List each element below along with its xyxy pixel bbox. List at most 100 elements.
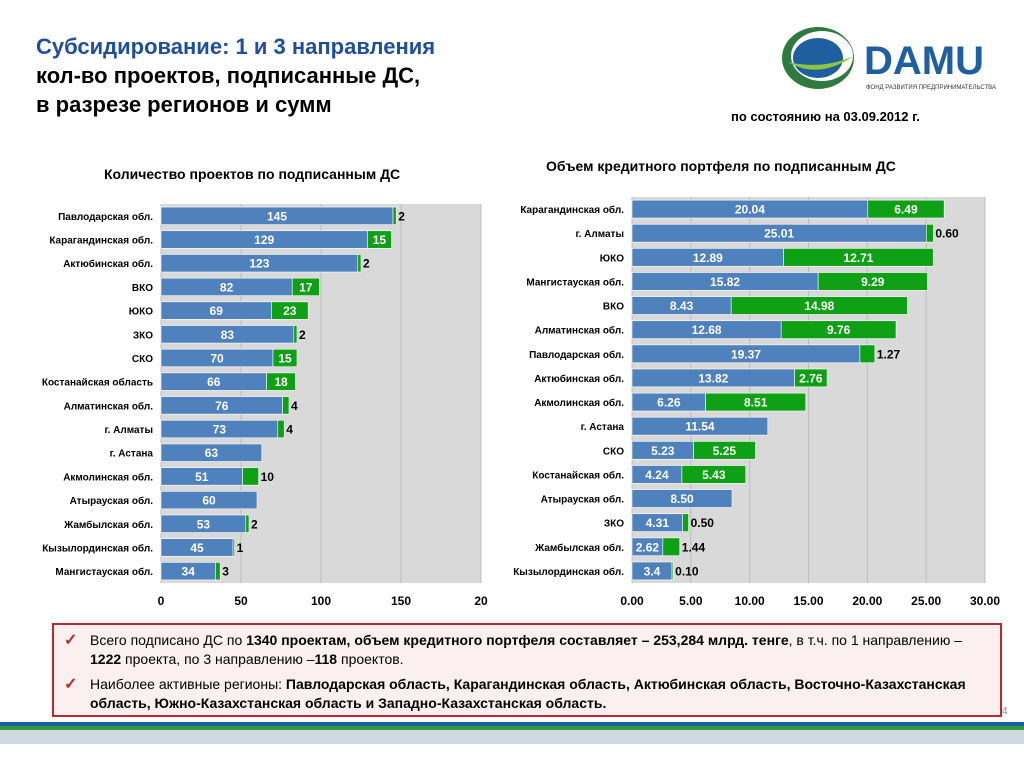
category-label: г. Алматы: [104, 425, 153, 436]
data-label-series-2: 5.43: [702, 468, 726, 482]
data-label-series-2: 18: [274, 375, 288, 389]
data-label-series-1: 12.89: [693, 251, 723, 265]
logo-subtitle: ФОНД РАЗВИТИЯ ПРЕДПРИНИМАТЕЛЬСТВА: [866, 85, 996, 91]
category-label: г. Алматы: [575, 229, 624, 240]
category-label: ЮКО: [129, 307, 153, 318]
category-label: ЮКО: [600, 253, 624, 264]
bar-series-2: [266, 372, 296, 391]
data-label-series-1: 82: [220, 280, 234, 294]
bar-series-2: [859, 344, 876, 364]
data-label-series-1: 129: [254, 233, 274, 247]
category-label: г. Астана: [110, 449, 154, 460]
bar-series-1: [631, 416, 769, 436]
data-label-series-2: 2.76: [799, 371, 823, 385]
title-line-3: в разрезе регионов и сумм: [36, 92, 332, 117]
data-label-series-1: 2.62: [636, 540, 660, 554]
bar-series-2: [682, 513, 689, 532]
x-tick-label: 100: [311, 594, 331, 608]
data-label-series-1: 20.04: [735, 203, 765, 217]
data-label-series-2: 2: [363, 257, 370, 271]
data-label-series-1: 11.54: [685, 420, 715, 434]
x-tick-label: 50: [234, 594, 248, 608]
data-label-series-1: 69: [210, 304, 224, 318]
data-label-series-1: 19.37: [731, 347, 761, 361]
summary-bullet-1: ✓ Всего подписано ДС по 1340 проектам, о…: [64, 632, 962, 667]
bar-series-2: [681, 465, 747, 484]
damu-logo: DAMU ФОНД РАЗВИТИЯ ПРЕДПРИНИМАТЕЛЬСТВА: [778, 20, 1008, 100]
category-label: Актюбинская обл.: [534, 373, 624, 385]
data-label-series-1: 6.26: [657, 396, 681, 410]
data-label-series-1: 123: [249, 257, 269, 271]
bar-series-2: [277, 419, 285, 439]
data-label-series-1: 70: [210, 351, 224, 365]
data-label-series-2: 15: [373, 233, 387, 247]
footer-bar: [0, 722, 1024, 744]
category-label: Кызылординская обл.: [513, 566, 624, 578]
data-label-series-1: 63: [205, 446, 219, 460]
data-label-series-2: 2: [398, 209, 405, 223]
portfolio-chart: 0.00 5.00 10.00 15.00 20.00 25.00 30.00 Караган…: [513, 197, 1000, 608]
category-label: Жамбылская обл.: [63, 519, 153, 531]
bar-series-2: [794, 368, 828, 388]
data-label-series-2: 4: [286, 423, 293, 437]
category-label: Павлодарская обл.: [58, 211, 153, 223]
x-tick-label: 5.00: [679, 594, 703, 608]
bar-series-2: [925, 223, 934, 243]
bar-series-2: [783, 248, 934, 267]
data-label-series-2: 0.50: [691, 516, 715, 530]
data-label-series-1: 3.4: [644, 564, 661, 578]
bar-series-2: [730, 296, 908, 315]
data-label-series-2: 8.51: [744, 396, 768, 410]
data-label-series-2: 10: [261, 470, 275, 484]
bar-series-2: [693, 441, 756, 460]
x-tick-label: 15.00: [793, 594, 823, 608]
category-label: Павлодарская обл.: [529, 349, 624, 361]
data-label-series-2: 9.29: [861, 275, 885, 289]
damu-logo-icon: DAMU ФОНД РАЗВИТИЯ ПРЕДПРИНИМАТЕЛЬСТВА: [782, 27, 996, 91]
bar-series-2: [271, 301, 309, 320]
data-label-series-2: 23: [283, 304, 297, 318]
bar-series-2: [671, 561, 674, 581]
bar-series-1: [160, 491, 258, 510]
data-label-series-1: 145: [267, 209, 287, 223]
checkmark-icon: ✓: [64, 632, 78, 649]
data-label-series-1: 76: [215, 399, 229, 413]
bar-series-2: [232, 538, 235, 557]
x-tick-label: 25.00: [911, 594, 941, 608]
data-label-series-1: 25.01: [764, 227, 794, 241]
x-tick-label: 30.00: [970, 594, 1000, 608]
bar-series-2: [817, 272, 928, 291]
title-line-2: кол-во проектов, подписанные ДС,: [36, 63, 421, 88]
bar-series-2: [780, 320, 897, 339]
category-label: Жамбылская обл.: [534, 542, 624, 554]
data-label-series-2: 0.60: [935, 227, 959, 241]
as-of-date: по состоянию на 03.09.2012 г.: [731, 109, 920, 124]
bar-series-2: [272, 348, 298, 368]
data-label-series-1: 4.24: [645, 468, 669, 482]
x-tick-label: 150: [391, 594, 411, 608]
category-label: Мангистауская обл.: [526, 276, 624, 288]
data-label-series-1: 8.50: [670, 492, 694, 506]
category-label: Акмолинская обл.: [63, 471, 153, 483]
category-label: Акмолинская обл.: [534, 397, 624, 409]
category-label: СКО: [603, 446, 624, 457]
page-number: 4: [1002, 706, 1008, 717]
data-label-series-2: 17: [299, 280, 313, 294]
data-label-series-2: 6.49: [894, 203, 918, 217]
bar-series-2: [291, 277, 320, 296]
category-label: ЗКО: [133, 330, 153, 341]
bar-series-2: [293, 325, 298, 344]
data-label-series-1: 66: [207, 375, 221, 389]
data-label-series-2: 0.10: [675, 564, 699, 578]
data-label-series-2: 3: [222, 565, 229, 579]
x-tick-label: 10.00: [735, 594, 765, 608]
data-label-series-2: 2: [299, 328, 306, 342]
data-label-series-2: 12.71: [843, 251, 873, 265]
data-label-series-2: 1: [237, 541, 244, 555]
category-label: Костанайская область: [42, 377, 153, 389]
bar-series-2: [215, 562, 221, 581]
category-label: Кызылординская обл.: [42, 542, 153, 554]
category-label: Алматинская обл.: [535, 325, 625, 337]
x-tick-label: 20.00: [852, 594, 882, 608]
